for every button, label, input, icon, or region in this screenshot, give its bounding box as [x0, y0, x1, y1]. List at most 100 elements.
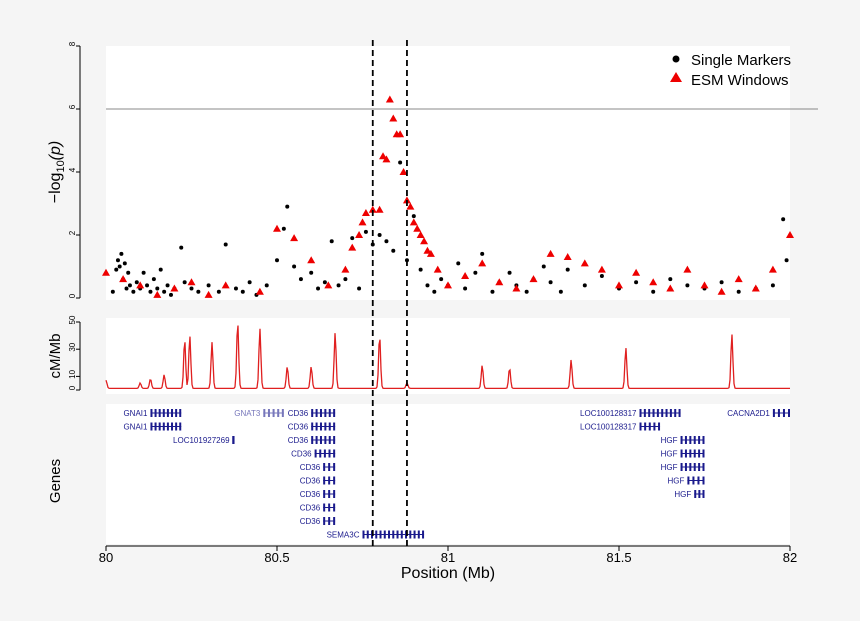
gene-exon: [409, 530, 412, 539]
gene-exon: [680, 449, 683, 458]
gene-exon: [684, 449, 687, 458]
gene-exon: [405, 530, 408, 539]
gene-exon: [328, 476, 331, 485]
gene-exon: [782, 409, 785, 417]
single-marker-point: [685, 283, 690, 288]
single-marker-point: [134, 280, 139, 285]
single-marker-point: [148, 289, 153, 294]
single-marker-point: [281, 226, 286, 231]
gene-label: LOC100128317: [580, 423, 637, 432]
gene-track: CD36: [288, 409, 336, 418]
y-label-variable: (p): [47, 141, 64, 161]
gene-exon: [315, 422, 318, 431]
single-marker-point: [781, 217, 786, 222]
association-panel: 0 2 4 6 8 −log10(p) Single Markers ESM Windo…: [47, 41, 818, 300]
single-marker-point: [363, 229, 368, 234]
esm-window-point: [420, 237, 429, 245]
esm-window-point: [700, 281, 709, 289]
esm-window-point: [307, 256, 316, 264]
esm-window-point: [632, 268, 641, 276]
gene-track: CD36: [300, 517, 336, 526]
esm-window-point: [495, 278, 504, 286]
x-axis: 80 80.5 81 81.5 82 Position (Mb): [99, 545, 797, 582]
legend-single-markers-label: Single Markers: [691, 52, 791, 69]
gene-exon: [653, 422, 656, 431]
y-tick-label: 2: [68, 230, 77, 235]
gene-exon: [366, 530, 369, 539]
gene-label: HGF: [661, 463, 678, 472]
gene-track: LOC101927269: [173, 436, 235, 445]
gene-exon: [324, 436, 327, 444]
gene-track: HGF: [661, 463, 705, 472]
gene-exon: [693, 449, 696, 458]
single-marker-point: [507, 270, 512, 275]
gene-label: CD36: [288, 436, 309, 445]
single-marker-point: [343, 277, 348, 282]
gene-exon: [702, 436, 705, 444]
gene-exon: [694, 490, 697, 498]
esm-window-point: [290, 234, 299, 242]
gene-exon: [333, 436, 336, 444]
single-marker-point: [541, 264, 546, 269]
gene-exon: [697, 476, 700, 485]
gene-exon: [175, 422, 178, 431]
legend: Single Markers ESM Windows: [670, 52, 791, 89]
gene-exon: [323, 463, 326, 471]
gene-exon: [154, 422, 157, 431]
gene-exon: [315, 436, 318, 444]
single-marker-point: [322, 280, 327, 285]
esm-window-point: [751, 284, 760, 292]
gene-track: CACNA2D1: [727, 409, 790, 418]
esm-window-point: [734, 275, 743, 283]
esm-window-point: [409, 218, 418, 226]
gene-exon: [311, 409, 314, 417]
gene-exon: [669, 409, 672, 417]
gene-label: LOC101927269: [173, 436, 230, 445]
gene-exon: [788, 409, 790, 417]
single-marker-point: [275, 258, 279, 263]
single-marker-point: [736, 289, 741, 294]
single-marker-point: [122, 261, 127, 266]
gene-exon: [162, 409, 165, 417]
gene-exon: [333, 517, 336, 525]
recombination-y-label: cM/Mb: [47, 334, 64, 379]
esm-window-point: [396, 130, 405, 138]
genes-y-label: Genes: [47, 459, 64, 503]
single-marker-point: [131, 289, 136, 294]
gene-exon: [693, 463, 696, 471]
gene-label: CACNA2D1: [727, 409, 770, 418]
gene-exon: [692, 476, 695, 485]
esm-window-point: [348, 243, 357, 251]
single-marker-point: [357, 286, 362, 291]
gene-exon: [333, 503, 336, 512]
y-tick-label: 4: [68, 167, 77, 172]
esm-window-point: [204, 290, 213, 298]
esm-window-point: [355, 231, 364, 238]
gene-exon: [328, 503, 331, 512]
esm-windows-series: [102, 95, 794, 298]
gene-track: HGF: [661, 449, 705, 459]
single-marker-point: [565, 267, 570, 272]
gene-exon: [175, 409, 178, 417]
esm-window-point: [683, 265, 692, 273]
esm-window-point: [615, 281, 623, 289]
single-marker-point: [582, 283, 587, 288]
gene-exon: [319, 422, 322, 431]
gene-exon: [277, 409, 280, 417]
single-marker-point: [223, 242, 228, 247]
legend-esm-windows-label: ESM Windows: [691, 72, 789, 89]
single-marker-point: [179, 245, 184, 250]
gene-exon: [328, 490, 331, 498]
gene-exon: [417, 530, 420, 539]
gene-exon: [687, 476, 690, 485]
esm-window-point: [433, 265, 442, 273]
single-marker-point: [189, 286, 194, 291]
association-plot-area: [106, 46, 790, 300]
y-label-subscript: 10: [55, 160, 67, 172]
esm-window-point: [478, 259, 487, 267]
esm-window-point: [358, 218, 367, 226]
gene-label: GNAI1: [123, 423, 148, 432]
gene-exon: [150, 422, 153, 431]
gene-track: HGF: [661, 436, 705, 445]
esm-window-point: [786, 231, 794, 238]
